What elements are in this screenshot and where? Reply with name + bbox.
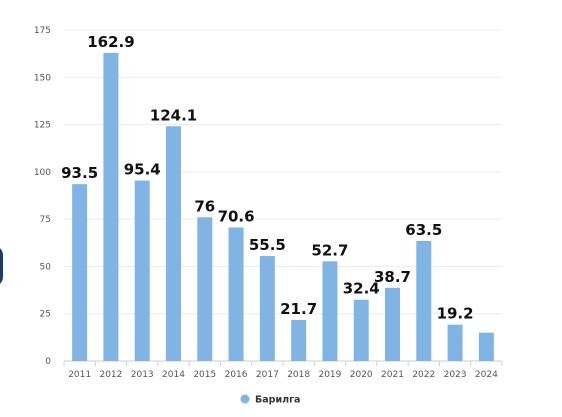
data-label-2023: 19.2 xyxy=(437,305,474,323)
bar-2024[interactable] xyxy=(478,332,494,361)
data-label-2017: 55.5 xyxy=(249,236,286,254)
data-label-2013: 95.4 xyxy=(124,161,161,179)
x-tick-label: 2016 xyxy=(225,370,248,380)
bar-2020[interactable] xyxy=(353,299,369,361)
bar-2019[interactable] xyxy=(322,261,338,361)
edge-marker xyxy=(0,246,3,286)
x-tick-label: 2022 xyxy=(412,370,435,380)
bar-2015[interactable] xyxy=(197,217,213,361)
y-tick-label: 0 xyxy=(45,357,51,367)
bar-2013[interactable] xyxy=(134,180,150,361)
y-tick-label: 75 xyxy=(40,215,51,225)
x-tick-label: 2024 xyxy=(475,370,498,380)
x-tick-label: 2021 xyxy=(381,370,404,380)
data-label-2015: 76 xyxy=(194,197,215,215)
bar-2011[interactable] xyxy=(72,184,88,361)
bar-2021[interactable] xyxy=(385,287,400,361)
data-label-2020: 32.4 xyxy=(343,280,380,298)
x-axis-ticks: 2011 2012 2013 2014 2015 2016 2017 2018 2019 2020… xyxy=(63,361,503,380)
y-tick-label: 150 xyxy=(34,73,51,83)
bars xyxy=(72,52,494,361)
y-axis-ticks: 0 25 50 75 100 125 150 175 xyxy=(34,26,51,367)
x-tick-label: 2014 xyxy=(162,370,185,380)
y-tick-label: 175 xyxy=(34,26,51,36)
bar-2022[interactable] xyxy=(416,240,432,361)
legend-swatch xyxy=(240,394,250,404)
data-label-2012: 162.9 xyxy=(87,33,134,51)
data-label-2016: 70.6 xyxy=(218,207,255,225)
legend-label: Барилга xyxy=(255,395,300,406)
x-tick-label: 2018 xyxy=(287,370,310,380)
bar-2012[interactable] xyxy=(103,52,119,361)
x-tick-label: 2013 xyxy=(131,370,154,380)
x-tick-label: 2012 xyxy=(99,370,122,380)
data-label-2011: 93.5 xyxy=(61,164,98,182)
data-label-2022: 63.5 xyxy=(405,221,442,239)
x-tick-label: 2020 xyxy=(350,370,373,380)
legend[interactable]: Барилга xyxy=(240,394,301,406)
bar-2014[interactable] xyxy=(166,126,181,361)
x-tick-label: 2011 xyxy=(68,370,91,380)
data-label-2018: 21.7 xyxy=(280,300,317,318)
x-tick-label: 2015 xyxy=(193,370,216,380)
x-tick-label: 2023 xyxy=(444,370,467,380)
x-tick-label: 2017 xyxy=(256,370,279,380)
y-tick-label: 125 xyxy=(34,121,51,131)
y-tick-label: 50 xyxy=(40,262,52,272)
data-label-2021: 38.7 xyxy=(374,268,411,286)
y-tick-label: 25 xyxy=(40,310,51,320)
x-tick-label: 2019 xyxy=(318,370,341,380)
bar-2016[interactable] xyxy=(228,227,244,361)
data-label-2014: 124.1 xyxy=(150,106,197,124)
bar-2023[interactable] xyxy=(447,324,463,361)
bar-2018[interactable] xyxy=(291,319,307,361)
data-label-2019: 52.7 xyxy=(311,241,348,259)
y-tick-label: 100 xyxy=(34,168,51,178)
bar-2017[interactable] xyxy=(259,256,275,361)
